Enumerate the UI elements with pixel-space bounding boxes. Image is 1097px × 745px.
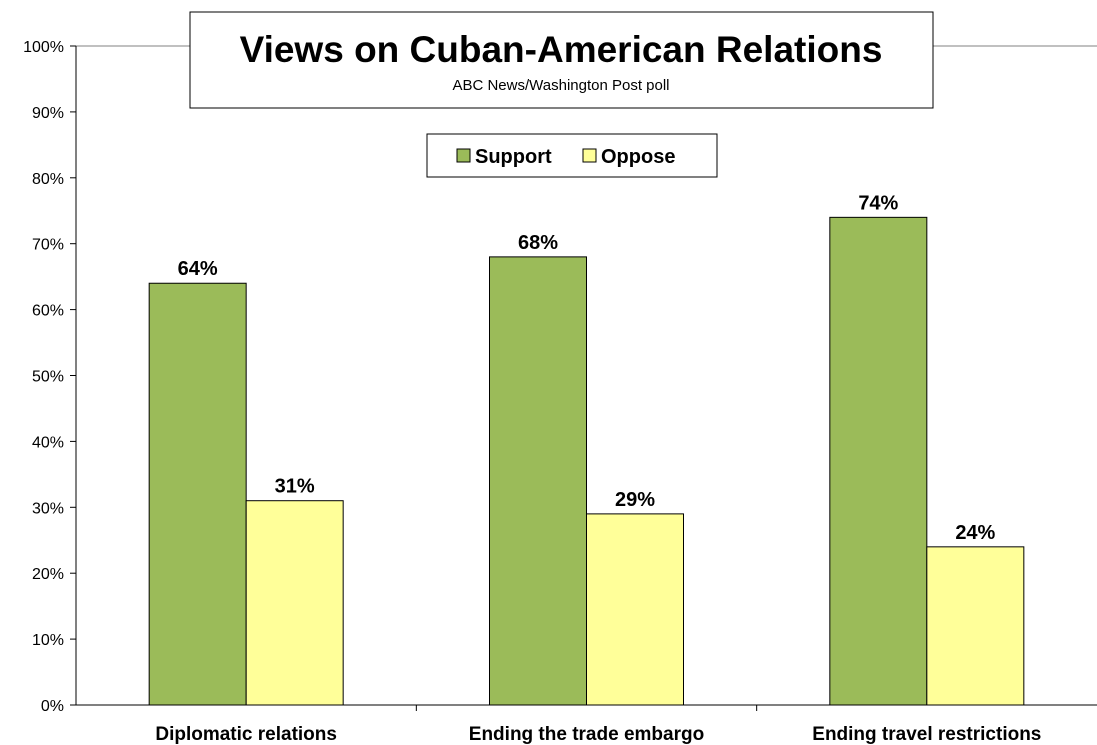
bar-oppose [926,546,1025,706]
y-tick-label: 90% [32,105,64,122]
x-axis-categories: Diplomatic relations Ending the trade emb… [155,705,1041,745]
data-label-oppose: 29% [615,489,655,511]
data-label-support: 68% [518,232,558,254]
y-tick-label: 20% [32,566,64,583]
title-box-border [189,11,934,109]
y-tick-label: 0% [41,698,64,715]
y-tick-label: 80% [32,171,64,188]
x-category-label: Diplomatic relations [155,724,337,745]
chart-subtitle: ABC News/Washington Post poll [452,77,669,94]
y-tick-label: 70% [32,237,64,254]
data-label-support: 74% [858,192,898,214]
chart-title: Views on Cuban-American Relations [240,29,883,70]
bars [148,216,1025,706]
y-tick-label: 50% [32,369,64,386]
y-tick-label: 100% [23,39,64,56]
legend-swatch-oppose [582,148,597,163]
y-tick-label: 40% [32,434,64,451]
legend-border [426,133,718,178]
legend-label-oppose: Oppose [601,146,675,168]
bar-support [489,256,587,706]
data-label-oppose: 24% [955,522,995,544]
title-box: Views on Cuban-American Relations ABC Ne… [189,11,934,109]
legend-swatch-support [456,148,471,163]
bar-oppose [586,513,684,706]
x-category-label: Ending the trade embargo [469,724,704,745]
x-category-label: Ending travel restrictions [812,724,1041,745]
bar-support [829,216,928,706]
legend-label-support: Support [475,146,552,168]
data-label-oppose: 31% [275,476,315,498]
bar-support [148,282,247,706]
y-tick-label: 30% [32,500,64,517]
y-axis-ticks: 0% 10% 20% 30% 40% 50% 60% 70% 80% 90% 100% [23,39,76,715]
y-tick-label: 60% [32,303,64,320]
legend: Support Oppose [426,133,718,178]
data-labels: 64% 31% 68% 29% 74% 24% [178,192,996,544]
bar-oppose [245,500,344,706]
y-tick-label: 10% [32,632,64,649]
data-label-support: 64% [178,258,218,280]
